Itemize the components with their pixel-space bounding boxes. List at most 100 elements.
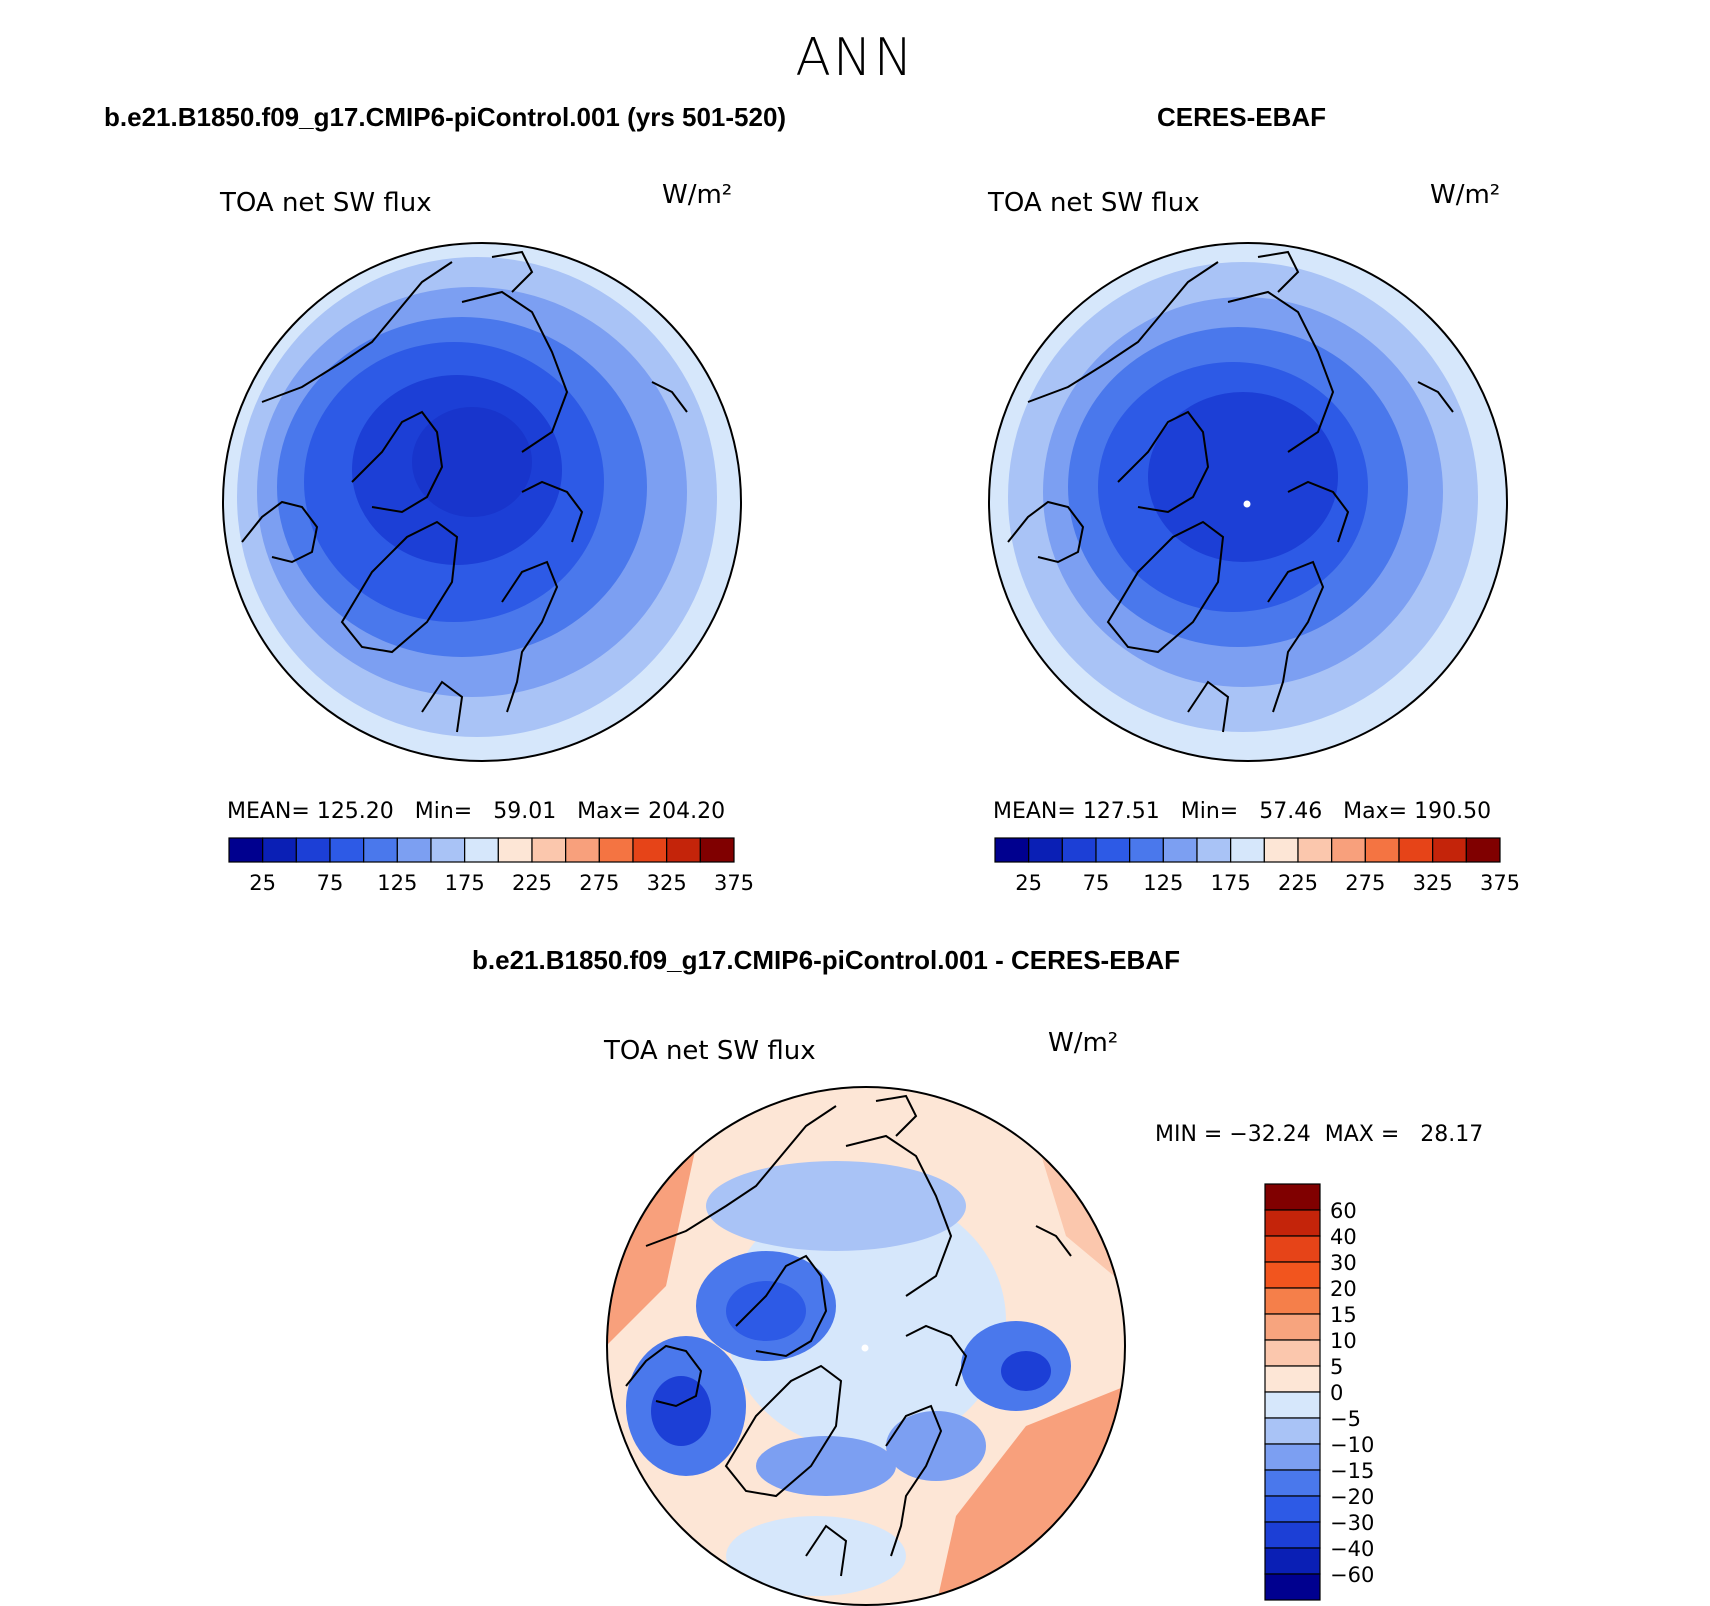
colorbar-swatch	[1264, 1339, 1321, 1367]
stats-right: MEAN= 127.51 Min= 57.46 Max= 190.50	[993, 799, 1492, 824]
diff-band	[756, 1436, 896, 1496]
colorbar-tick-label: 175	[445, 871, 485, 895]
colorbar-tick-label: 225	[1278, 871, 1318, 895]
colorbar-swatch	[598, 837, 634, 863]
colorbar-swatch	[1297, 837, 1333, 863]
colorbar-swatch	[262, 837, 297, 863]
colorbar-swatch	[1264, 1209, 1321, 1237]
colorbar-tick-label: 25	[249, 871, 276, 895]
polar-map-diff	[606, 1086, 1126, 1606]
colorbar-tick-label: 375	[714, 871, 754, 895]
coastlines	[1007, 250, 1454, 733]
polar-map-right	[988, 242, 1508, 762]
diff-band	[726, 1191, 1006, 1451]
coastlines	[241, 250, 688, 733]
diff-band	[1001, 1351, 1051, 1391]
colorbar-swatch	[994, 837, 1030, 863]
colorbar-swatch	[1028, 837, 1063, 863]
colorbar-swatch	[1162, 837, 1198, 863]
colorbar-swatch	[1264, 1287, 1321, 1315]
colorbar-swatch	[1264, 1547, 1321, 1575]
colorbar-tick-label: −60	[1330, 1563, 1374, 1587]
colorbar-swatch	[396, 837, 432, 863]
colorbar-swatch	[228, 837, 264, 863]
colorbar-swatch	[1061, 837, 1097, 863]
colorbar-tick-label: 0	[1330, 1381, 1343, 1405]
variable-label-right: TOA net SW flux	[988, 188, 1200, 218]
colorbar-tick-label: −40	[1330, 1537, 1374, 1561]
diff-band	[726, 1516, 906, 1596]
case-title-diff: b.e21.B1850.f09_g17.CMIP6-piControl.001 …	[472, 945, 1180, 975]
colorbar-swatch	[1196, 837, 1232, 863]
colorbar-swatch	[1264, 1443, 1321, 1471]
colorbar-swatch	[1264, 1365, 1321, 1393]
colorbar-tick-label: 20	[1330, 1277, 1357, 1301]
colorbar-swatch	[329, 837, 365, 863]
colorbar-swatch	[1264, 1313, 1321, 1341]
colorbar-swatch	[632, 837, 668, 863]
colorbar-tick-label: 60	[1330, 1199, 1357, 1223]
units-label-right: W/m²	[1430, 180, 1501, 210]
contour-band	[1148, 392, 1338, 562]
colorbar-tick-label: −15	[1330, 1459, 1374, 1483]
diff-band	[886, 1411, 986, 1481]
colorbar-swatch	[1129, 837, 1164, 863]
colorbar-tick-label: 5	[1330, 1355, 1343, 1379]
colorbar-tick-label: 325	[647, 871, 687, 895]
diff-band	[726, 1281, 806, 1341]
colorbar-swatch	[497, 837, 533, 863]
colorbar-swatch	[1264, 1495, 1321, 1523]
colorbar-swatch	[295, 837, 331, 863]
colorbar-tick-label: 15	[1330, 1303, 1357, 1327]
colorbar-swatch	[1095, 837, 1131, 863]
case-title-right: CERES-EBAF	[1157, 102, 1327, 132]
polar-map-left	[222, 242, 742, 762]
colorbar-tick-label: 325	[1413, 871, 1453, 895]
colorbar-swatch	[666, 837, 701, 863]
colorbar-tick-label: 175	[1211, 871, 1251, 895]
colorbar-tick-label: 375	[1480, 871, 1520, 895]
colorbar-swatch	[1264, 1261, 1321, 1289]
colorbar-swatch	[430, 837, 466, 863]
units-label-left: W/m²	[662, 180, 733, 210]
colorbar-swatch	[531, 837, 567, 863]
colorbar-swatch	[1465, 837, 1501, 863]
colorbar-swatch	[1264, 1469, 1321, 1497]
colorbar-tick-label: 40	[1330, 1225, 1357, 1249]
colorbar-tick-label: −30	[1330, 1511, 1374, 1535]
coastlines	[625, 1094, 1072, 1577]
colorbar-tick-label: 225	[512, 871, 552, 895]
colorbar-tick-label: 75	[317, 871, 344, 895]
colorbar-swatch	[1264, 1391, 1321, 1419]
pole-point	[1243, 500, 1251, 508]
colorbar-tick-label: 125	[377, 871, 417, 895]
units-label-diff: W/m²	[1048, 1028, 1119, 1058]
colorbar-tick-label: 125	[1143, 871, 1183, 895]
colorbar-tick-label: 75	[1083, 871, 1110, 895]
colorbar-left: 25 75 125 175 225 275 325 375	[228, 837, 754, 895]
diff-band	[651, 1376, 711, 1446]
colorbar-swatch	[1264, 1417, 1321, 1445]
colorbar-swatch	[1264, 1573, 1321, 1601]
pole-point	[861, 1344, 869, 1352]
case-title-left: b.e21.B1850.f09_g17.CMIP6-piControl.001 …	[104, 102, 787, 132]
stats-diff: MIN = −32.24 MAX = 28.17	[1155, 1122, 1484, 1147]
diff-band	[706, 1161, 966, 1251]
colorbar-tick-label: 275	[1345, 871, 1385, 895]
colorbar-tick-label: −5	[1330, 1407, 1361, 1431]
colorbar-swatch	[1432, 837, 1467, 863]
colorbar-tick-label: −20	[1330, 1485, 1374, 1509]
figure-title: ANN	[795, 28, 915, 88]
colorbar-swatch	[1364, 837, 1400, 863]
variable-label-diff: TOA net SW flux	[604, 1036, 816, 1066]
map-outline	[222, 242, 742, 762]
colorbar-swatch	[1264, 1183, 1321, 1211]
map-outline	[988, 242, 1508, 762]
colorbar-swatch	[1263, 837, 1299, 863]
colorbar-swatch	[1331, 837, 1366, 863]
colorbar-swatch	[363, 837, 398, 863]
colorbar-tick-label: 10	[1330, 1329, 1357, 1353]
stats-left: MEAN= 125.20 Min= 59.01 Max= 204.20	[227, 799, 726, 824]
variable-label-left: TOA net SW flux	[220, 188, 432, 218]
